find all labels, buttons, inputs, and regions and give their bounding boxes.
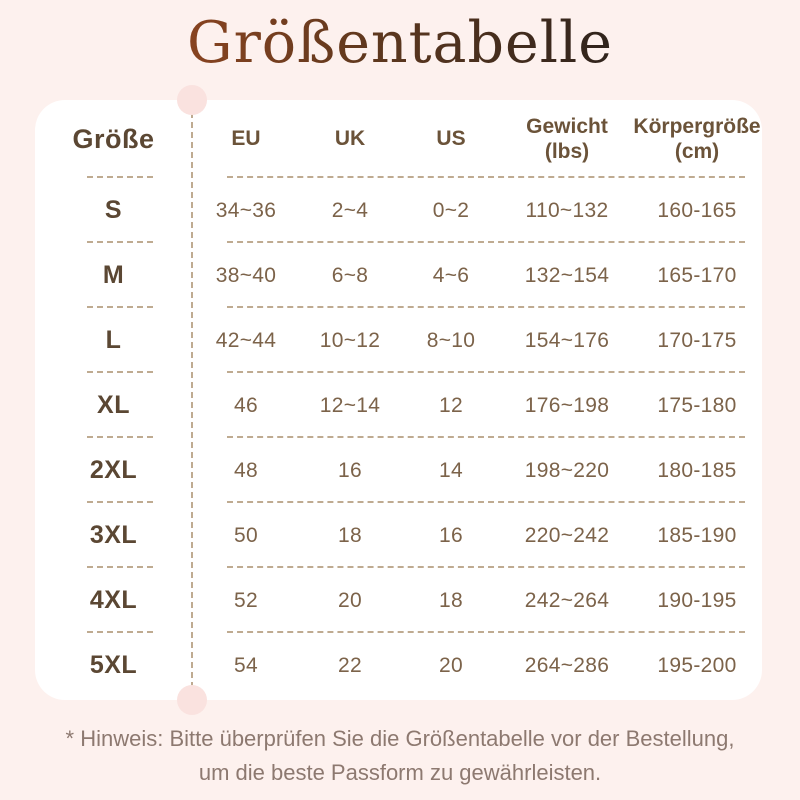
- table-header-row: Größe EU UK US Gewicht (lbs) Körpergröße…: [35, 100, 762, 178]
- row-separator: [227, 566, 745, 568]
- eu-value: 34~36: [215, 198, 277, 222]
- us-value: 16: [439, 523, 463, 547]
- uk-value: 6~8: [331, 263, 369, 287]
- footer-note: * Hinweis: Bitte überprüfen Sie die Größ…: [65, 726, 735, 786]
- page-title: Größentabelle: [0, 6, 800, 80]
- us-value: 18: [439, 588, 463, 612]
- uk-value: 2~4: [331, 198, 369, 222]
- header-groesse: Größe: [72, 123, 155, 154]
- decorative-notch-bottom: [177, 685, 207, 715]
- row-separator: [227, 176, 745, 178]
- row-separator: [87, 436, 153, 438]
- row-separator: [227, 631, 745, 633]
- height-value: 160-165: [657, 198, 737, 222]
- size-label: M: [102, 261, 125, 289]
- height-value: 190-195: [657, 588, 737, 612]
- weight-value: 242~264: [524, 588, 610, 612]
- size-label: S: [104, 196, 123, 224]
- weight-value: 264~286: [524, 653, 610, 677]
- header-koerpergroesse-cm: Körpergröße (cm): [633, 114, 761, 163]
- header-uk: UK: [334, 127, 366, 151]
- weight-value: 176~198: [524, 393, 610, 417]
- height-value: 170-175: [657, 328, 737, 352]
- size-label: 4XL: [89, 586, 138, 614]
- height-value: 180-185: [657, 458, 737, 482]
- row-separator: [87, 241, 153, 243]
- row-separator: [227, 241, 745, 243]
- size-label: XL: [97, 391, 130, 419]
- eu-value: 48: [234, 458, 258, 482]
- uk-value: 18: [338, 523, 362, 547]
- weight-value: 220~242: [524, 523, 610, 547]
- row-separator: [87, 176, 153, 178]
- header-gewicht-lbs: Gewicht (lbs): [526, 114, 608, 163]
- header-eu: EU: [231, 127, 261, 151]
- row-separator: [227, 501, 745, 503]
- eu-value: 46: [234, 393, 258, 417]
- row-separator: [87, 631, 153, 633]
- table-row-3xl: 3XL 50 18 16 220~242 185-190: [35, 503, 762, 568]
- table-row-s: S 34~36 2~4 0~2 110~132 160-165: [35, 178, 762, 243]
- weight-value: 154~176: [524, 328, 610, 352]
- size-label: L: [105, 326, 122, 354]
- eu-value: 54: [234, 653, 258, 677]
- us-value: 4~6: [432, 263, 470, 287]
- row-separator: [87, 306, 153, 308]
- uk-value: 20: [338, 588, 362, 612]
- row-separator: [87, 501, 153, 503]
- eu-value: 50: [234, 523, 258, 547]
- us-value: 12: [439, 393, 463, 417]
- table-row-5xl: 5XL 54 22 20 264~286 195-200: [35, 633, 762, 698]
- height-value: 175-180: [657, 393, 737, 417]
- us-value: 20: [439, 653, 463, 677]
- eu-value: 52: [234, 588, 258, 612]
- height-value: 185-190: [657, 523, 737, 547]
- uk-value: 22: [338, 653, 362, 677]
- size-label: 2XL: [89, 456, 138, 484]
- table-row-l: L 42~44 10~12 8~10 154~176 170-175: [35, 308, 762, 373]
- size-label: 5XL: [89, 651, 138, 679]
- height-value: 195-200: [657, 653, 737, 677]
- weight-value: 132~154: [524, 263, 610, 287]
- size-label: 3XL: [89, 521, 138, 549]
- us-value: 0~2: [432, 198, 470, 222]
- weight-value: 198~220: [524, 458, 610, 482]
- table-row-2xl: 2XL 48 16 14 198~220 180-185: [35, 438, 762, 503]
- weight-value: 110~132: [525, 198, 609, 222]
- row-separator: [87, 371, 153, 373]
- row-separator: [87, 566, 153, 568]
- uk-value: 16: [338, 458, 362, 482]
- row-separator: [227, 436, 745, 438]
- table-row-m: M 38~40 6~8 4~6 132~154 165-170: [35, 243, 762, 308]
- size-table-card: Größe EU UK US Gewicht (lbs) Körpergröße…: [35, 100, 762, 700]
- column-divider-dashed-line: [191, 112, 193, 688]
- uk-value: 10~12: [319, 328, 381, 352]
- row-separator: [227, 371, 745, 373]
- header-us: US: [436, 127, 466, 151]
- table-row-xl: XL 46 12~14 12 176~198 175-180: [35, 373, 762, 438]
- height-value: 165-170: [657, 263, 737, 287]
- eu-value: 42~44: [215, 328, 277, 352]
- us-value: 14: [439, 458, 463, 482]
- eu-value: 38~40: [215, 263, 277, 287]
- table-row-4xl: 4XL 52 20 18 242~264 190-195: [35, 568, 762, 633]
- uk-value: 12~14: [319, 393, 381, 417]
- row-separator: [227, 306, 745, 308]
- us-value: 8~10: [426, 328, 476, 352]
- decorative-notch-top: [177, 85, 207, 115]
